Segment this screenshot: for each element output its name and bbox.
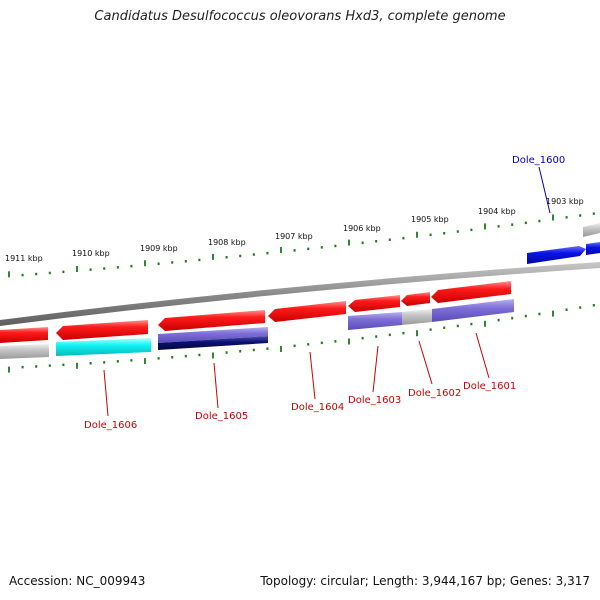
gene-dole-1606-red-arrow[interactable] <box>56 320 148 340</box>
gene-labels: Dole_1600 Dole_1601 Dole_1602 Dole_1603 … <box>84 155 565 431</box>
gene-forward-gray-edge[interactable] <box>583 223 600 237</box>
connector-dole-1605 <box>213 362 219 409</box>
genome-title: Candidatus Desulfococcus oleovorans Hxd3… <box>94 9 506 24</box>
kbp-label-1908-text: 1908 kbp <box>208 238 246 247</box>
gene-label-dole-1606[interactable]: Dole_1606 <box>84 420 137 431</box>
kbp-label-1909: 1909 kbp <box>140 244 178 253</box>
forward-strand-genes <box>527 223 600 264</box>
gene-gray-left-edge[interactable] <box>0 344 49 359</box>
kbp-label-1910-text: 1910 kbp <box>72 249 110 258</box>
upper-tick-marks <box>8 212 595 278</box>
gene-dole-1602-red-arrow[interactable] <box>401 292 430 306</box>
gene-dole-1603-lavender-block[interactable] <box>348 312 402 330</box>
connector-dole-1606 <box>103 369 109 417</box>
connector-dole-1600 <box>538 166 551 214</box>
lower-tick-marks <box>8 304 595 373</box>
reverse-strand-genes-inner <box>0 299 514 359</box>
gene-dole-1605-lavender-block[interactable] <box>158 327 268 343</box>
kbp-label-1905: 1905 kbp <box>411 215 449 224</box>
kbp-label-1911-text: 1911 kbp <box>5 254 43 263</box>
gene-label-dole-1604[interactable]: Dole_1604 <box>291 402 344 413</box>
connector-dole-1601 <box>475 332 490 379</box>
kbp-label-1907: 1907 kbp <box>275 232 313 241</box>
kbp-label-1906-text: 1906 kbp <box>343 224 381 233</box>
kbp-label-1906: 1906 kbp <box>343 224 381 233</box>
kbp-label-1908: 1908 kbp <box>208 238 246 247</box>
connector-dole-1604 <box>309 351 316 400</box>
gene-label-dole-1603[interactable]: Dole_1603 <box>348 395 401 406</box>
gene-dole-1601-lavender-block[interactable] <box>432 299 514 322</box>
gene-dole-1606-cyan-block[interactable] <box>56 338 151 356</box>
gene-red-left-edge[interactable] <box>0 327 48 343</box>
gene-label-dole-1601[interactable]: Dole_1601 <box>463 381 516 392</box>
kbp-label-1910: 1910 kbp <box>72 249 110 258</box>
gene-dole-1600-arrow[interactable] <box>527 246 586 264</box>
connector-dole-1603 <box>372 345 379 393</box>
accession-text: Accession: NC_009943 <box>9 574 146 588</box>
genome-backbone <box>0 262 600 326</box>
genome-summary-text: Topology: circular; Length: 3,944,167 bp… <box>260 574 590 588</box>
gene-label-dole-1600[interactable]: Dole_1600 <box>512 155 565 166</box>
upper-tick-track: 1911 kbp 1910 kbp 1909 kbp 1908 kbp 1907… <box>5 197 595 278</box>
gene-forward-blue-edge[interactable] <box>586 242 600 255</box>
kbp-label-1905-text: 1905 kbp <box>411 215 449 224</box>
connector-dole-1602 <box>418 340 433 385</box>
kbp-label-1907-text: 1907 kbp <box>275 232 313 241</box>
gene-dole-1605-navy-block[interactable] <box>158 336 268 350</box>
reverse-strand-genes-outer <box>0 281 511 343</box>
gene-dole-1601-red-arrow[interactable] <box>431 281 511 303</box>
kbp-label-1911: 1911 kbp <box>5 254 43 263</box>
kbp-label-1904-text: 1904 kbp <box>478 207 516 216</box>
gene-label-connectors <box>103 166 551 417</box>
kbp-label-1904: 1904 kbp <box>478 207 516 216</box>
gene-label-dole-1602[interactable]: Dole_1602 <box>408 388 461 399</box>
kbp-label-1903-text: 1903 kbp <box>546 197 584 206</box>
gene-label-dole-1605[interactable]: Dole_1605 <box>195 411 248 422</box>
gene-dole-1603-red-arrow[interactable] <box>348 295 400 312</box>
kbp-label-1909-text: 1909 kbp <box>140 244 178 253</box>
kbp-label-1903: 1903 kbp <box>546 197 584 206</box>
gene-dole-1602-gray-block[interactable] <box>402 309 432 325</box>
gene-dole-1605-red-arrow[interactable] <box>158 310 265 331</box>
gene-dole-1604-red-arrow[interactable] <box>268 301 346 322</box>
